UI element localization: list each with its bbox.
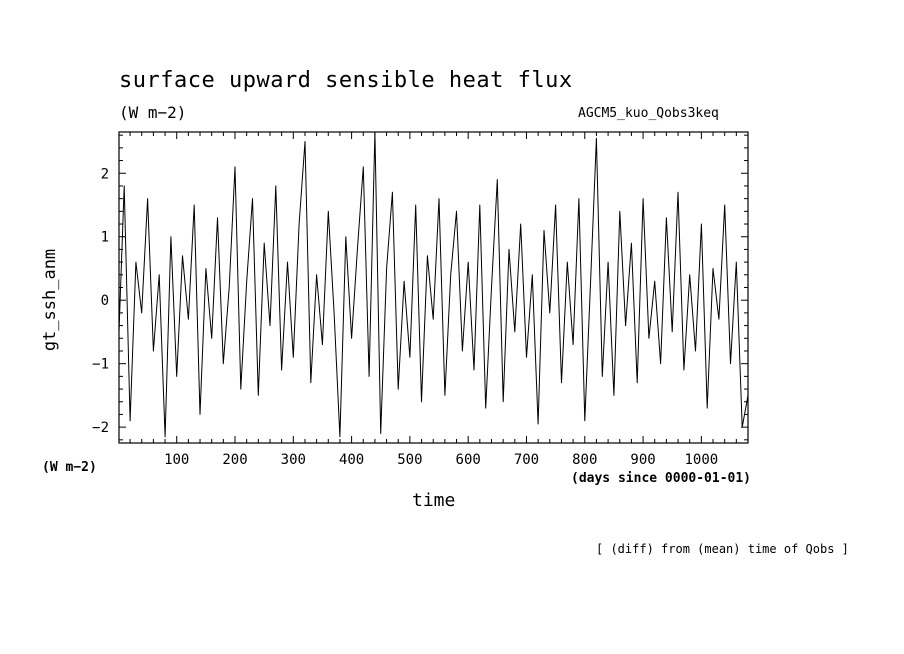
x-tick-label: 700 [514, 452, 539, 468]
x-tick-label: 400 [339, 452, 364, 468]
x-axis-title: time [412, 490, 456, 511]
x-tick-label: 1000 [685, 452, 719, 468]
series-line-0 [118, 131, 749, 438]
y-tick-label: 0 [101, 293, 109, 309]
plot-frame [118, 131, 749, 444]
x-tick-label: 500 [397, 452, 422, 468]
run-label: AGCM5_kuo_Qobs3keq [578, 106, 719, 121]
x-tick-label: 900 [630, 452, 655, 468]
y-unit-label: (W m−2) [42, 460, 97, 475]
x-unit-label: (days since 0000-01-01) [571, 471, 752, 486]
y-tick-label: 1 [101, 230, 109, 246]
chart-subtitle-units: (W m−2) [119, 103, 187, 122]
y-tick-label: −1 [92, 357, 109, 373]
axis-tick-labels: 100 200 300 400 500 600 700 800 900 1000 −2 −1 0 1 2 [92, 166, 718, 468]
x-tick-label: 600 [456, 452, 481, 468]
x-tick-label: 800 [572, 452, 597, 468]
footnote: [ (diff) from (mean) time of Qobs ] [596, 542, 849, 556]
y-tick-label: −2 [92, 420, 109, 436]
chart-title: surface upward sensible heat flux [119, 68, 573, 93]
x-tick-label: 200 [222, 452, 247, 468]
x-tick-label: 100 [164, 452, 189, 468]
x-tick-label: 300 [281, 452, 306, 468]
series-group [118, 131, 749, 438]
y-tick-label: 2 [101, 166, 109, 182]
